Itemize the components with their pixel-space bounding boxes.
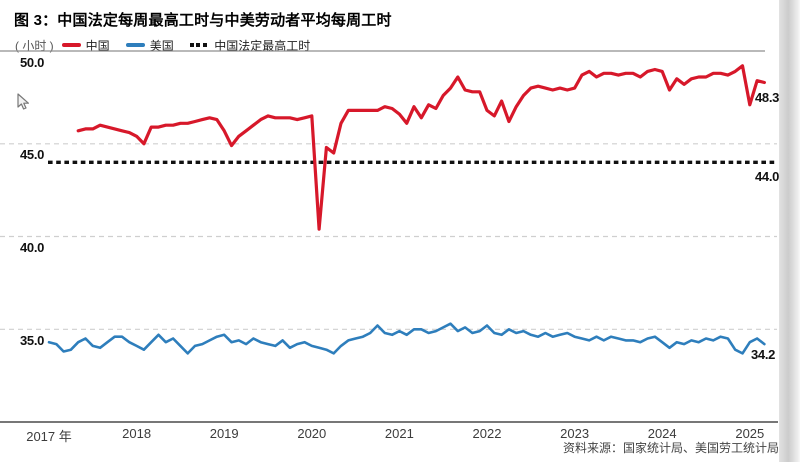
x-axis-label-2020: 2020 xyxy=(297,426,327,441)
x-axis-label-2017: 2017 年 xyxy=(26,429,72,444)
x-axis-label-2019: 2019 xyxy=(209,426,239,441)
y-axis-label-45: 45.0 xyxy=(20,147,45,163)
us-line-swatch-icon xyxy=(125,43,145,47)
x-axis-label-2024: 2024 xyxy=(647,426,677,441)
y-axis-label-35: 35.0 xyxy=(20,332,45,348)
x-axis-label-2023: 2023 xyxy=(560,426,590,441)
x-axis-label-2021: 2021 xyxy=(384,426,414,441)
x-axis-label-2025: 2025 xyxy=(735,426,765,441)
china-line-swatch-icon xyxy=(61,43,81,47)
legal-max-annotation: 44.0 xyxy=(755,169,780,184)
legend-label-max-hours: 中国法定最高工时 xyxy=(214,38,311,53)
page-edge-shadow xyxy=(779,0,800,462)
legend-item-max-hours: 中国法定最高工时 xyxy=(189,37,311,54)
x-axis-label-2018: 2018 xyxy=(122,426,152,441)
chart-legend: ( 小时 ) 中国 美国 中国法定最高工时 xyxy=(15,37,326,54)
data-source-note: 资料来源：国家统计局、美国劳工统计局 xyxy=(562,441,779,455)
legend-item-us: 美国 xyxy=(125,37,174,54)
us-last-value-annotation: 34.2 xyxy=(751,347,776,362)
dotted-line-swatch-icon xyxy=(189,43,210,47)
y-axis-label-50: 50.0 xyxy=(20,54,45,70)
y-axis-label-40: 40.0 xyxy=(20,240,45,255)
legend-label-china: 中国 xyxy=(85,38,110,53)
chart-title: 图 3：中国法定每周最高工时与中美劳动者平均每周工时 xyxy=(14,12,392,29)
legend-item-china: 中国 xyxy=(61,37,110,54)
legend-label-us: 美国 xyxy=(149,38,174,53)
x-axis-label-2022: 2022 xyxy=(472,426,502,441)
china-last-value-annotation: 48.3 xyxy=(755,90,780,105)
unit-label: ( 小时 ) xyxy=(15,38,54,53)
mouse-cursor-icon xyxy=(17,93,29,110)
